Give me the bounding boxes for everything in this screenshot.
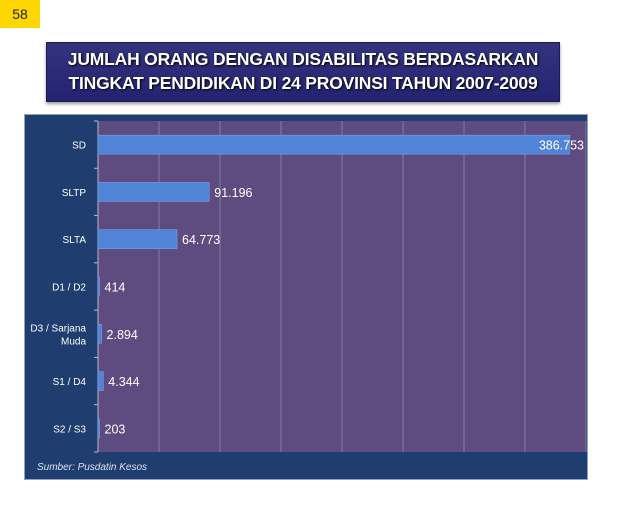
category-label: D1 / D2 [52, 283, 86, 294]
bar [97, 229, 178, 249]
bar [97, 418, 100, 439]
data-label: 4.344 [108, 375, 139, 389]
bar [97, 134, 571, 155]
data-label: 203 [105, 422, 126, 436]
chart-title-line-1: JUMLAH ORANG DENGAN DISABILITAS BERDASAR… [67, 49, 539, 69]
data-label: 2.894 [107, 328, 138, 342]
data-label: 414 [105, 281, 126, 295]
data-label: 386.753 [539, 139, 584, 153]
data-label: 64.773 [182, 233, 220, 247]
source-note: Sumber: Pusdatin Kesos [37, 462, 148, 473]
page-number-badge: 58 [0, 0, 40, 28]
bar [97, 276, 100, 297]
category-label: S2 / S3 [53, 424, 86, 435]
bar [97, 324, 102, 344]
category-label: SLTA [62, 235, 86, 246]
category-label: S1 / D4 [53, 377, 87, 388]
data-label: 91.196 [214, 186, 252, 200]
chart-frame: SD 386.753 SLTP 91.196 SLTA 64.773 D1 / D2 414 D… [24, 114, 588, 480]
category-label: D3 / Sarjana Muda [30, 323, 86, 347]
bar [97, 182, 210, 202]
bar-chart: SD 386.753 SLTP 91.196 SLTA 64.773 D1 / D2 414 D… [30, 120, 587, 453]
chart-title-banner: JUMLAH ORANG DENGAN DISABILITAS BERDASAR… [46, 42, 560, 102]
chart-title-line-2: TINGKAT PENDIDIKAN DI 24 PROVINSI TAHUN … [68, 73, 538, 93]
category-label: SD [72, 141, 86, 152]
bar [97, 371, 104, 391]
category-label: SLTP [62, 188, 87, 199]
